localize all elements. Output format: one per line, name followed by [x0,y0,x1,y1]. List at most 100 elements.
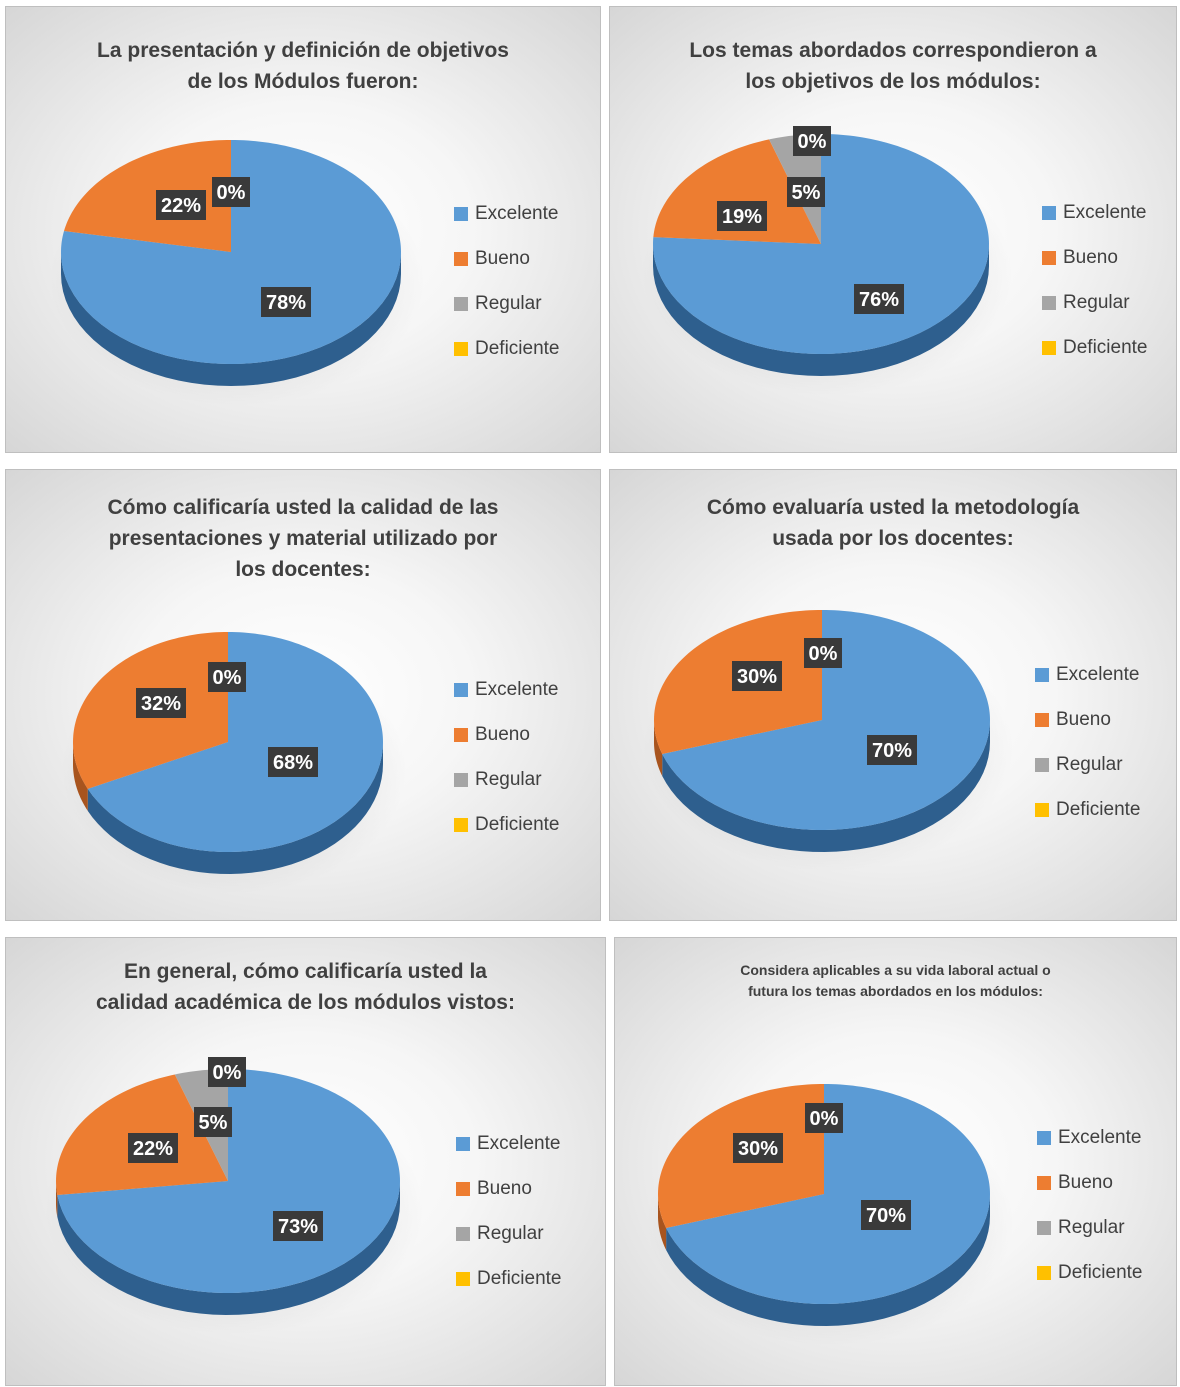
data-label: 73% [273,1211,323,1241]
data-label: 76% [854,284,904,314]
legend-swatch [1035,802,1049,817]
legend-swatch [1037,1265,1051,1280]
legend-swatch [456,1136,470,1151]
legend-label: Excelente [1063,201,1147,223]
legend-label: Regular [477,1222,544,1244]
pie-side-excelente [653,244,989,376]
legend-swatch [1042,205,1056,220]
legend-item-deficiente: Deficiente [1035,787,1141,832]
data-label: 19% [717,201,767,231]
pie-slice-excelente [87,632,383,852]
legend-swatch [454,251,468,266]
legend-item-regular: Regular [454,757,560,802]
legend-swatch [454,817,468,832]
legend-swatch [454,682,468,697]
legend-item-bueno: Bueno [1035,697,1141,742]
pie-side-bueno [654,720,663,776]
legend-item-bueno: Bueno [1042,235,1148,280]
legend-label: Excelente [475,678,559,700]
data-label: 0% [208,1057,246,1087]
data-label-text: 73% [278,1216,318,1238]
data-label-text: 0% [213,667,242,689]
chart-title: La presentación y definición de objetivo… [6,35,600,97]
legend-swatch [456,1226,470,1241]
legend-label: Bueno [475,247,530,269]
chart-panel: Cómo calificaría usted la calidad de las… [5,469,601,921]
data-label: 78% [261,287,311,317]
data-label-text: 70% [872,740,912,762]
legend-swatch [456,1271,470,1286]
legend-label: Regular [475,768,542,790]
data-label-text: 0% [798,131,827,153]
data-label: 0% [212,177,250,207]
data-label-text: 0% [217,182,246,204]
pie-slice-excelente [666,1084,990,1304]
legend: Excelente Bueno Regular Deficiente [456,1121,562,1301]
pie-side-bueno [56,1181,58,1218]
legend: Excelente Bueno Regular Deficiente [1035,652,1141,832]
pie-slice-excelente [662,610,990,830]
chart-title-line: En general, cómo calificaría usted la [124,960,487,983]
data-label-text: 5% [199,1112,228,1134]
legend-swatch [1035,757,1049,772]
legend-label: Deficiente [475,813,560,835]
legend-swatch [454,727,468,742]
chart-title-line: usada por los docentes: [772,527,1014,550]
data-label: 22% [156,190,206,220]
legend-item-deficiente: Deficiente [456,1256,562,1301]
legend-item-regular: Regular [1037,1205,1143,1250]
legend-swatch [1035,712,1049,727]
data-label-text: 19% [722,206,762,228]
legend-label: Regular [475,292,542,314]
data-label-text: 22% [133,1138,173,1160]
pie-chart: 68% 32% 0% [61,632,407,894]
legend-label: Regular [1063,291,1130,313]
data-label: 70% [867,735,917,765]
legend-item-bueno: Bueno [456,1166,562,1211]
legend-label: Bueno [1056,708,1111,730]
chart-panel: Considera aplicables a su vida laboral a… [614,937,1177,1386]
legend-item-regular: Regular [456,1211,562,1256]
legend-label: Excelente [1056,663,1140,685]
legend-swatch [454,206,468,221]
legend-swatch [1042,250,1056,265]
pie-side-excelente [666,1194,990,1326]
pie-chart: 78% 22% 0% [49,140,425,406]
legend-label: Bueno [477,1177,532,1199]
data-label: 0% [805,1103,843,1133]
legend-label: Bueno [475,723,530,745]
chart-title-line: los objetivos de los módulos: [745,70,1041,93]
legend-label: Excelente [475,202,559,224]
legend-swatch [1042,340,1056,355]
chart-title-line: calidad académica de los módulos vistos: [96,991,515,1014]
chart-panel: La presentación y definición de objetivo… [5,6,601,453]
legend-item-deficiente: Deficiente [454,802,560,847]
legend-swatch [1035,667,1049,682]
chart-title-line: futura los temas abordados en los módulo… [748,983,1043,999]
data-label: 32% [136,688,186,718]
data-label-text: 68% [273,752,313,774]
legend-item-deficiente: Deficiente [454,326,560,371]
legend-item-bueno: Bueno [454,236,560,281]
chart-panel: En general, cómo calificaría usted la cal… [5,937,606,1386]
data-label-text: 22% [161,195,201,217]
legend-label: Regular [1058,1216,1125,1238]
legend: Excelente Bueno Regular Deficiente [1042,190,1148,370]
legend-item-excelente: Excelente [454,667,560,712]
chart-title-line: Cómo calificaría usted la calidad de las [107,496,499,519]
data-label: 0% [208,662,246,692]
legend: Excelente Bueno Regular Deficiente [1037,1115,1143,1295]
legend-label: Regular [1056,753,1123,775]
data-label: 22% [128,1133,178,1163]
data-label: 5% [194,1107,232,1137]
legend-swatch [1037,1130,1051,1145]
data-label-text: 0% [809,643,838,665]
chart-title-line: de los Módulos fueron: [187,70,419,93]
chart-title: Considera aplicables a su vida laboral a… [615,960,1176,1002]
legend-label: Deficiente [1056,798,1141,820]
legend-item-excelente: Excelente [1035,652,1141,697]
data-label-text: 0% [810,1108,839,1130]
legend-swatch [1042,295,1056,310]
chart-title: En general, cómo calificaría usted la cal… [6,956,605,1018]
chart-title-line: La presentación y definición de objetivo… [97,39,509,62]
